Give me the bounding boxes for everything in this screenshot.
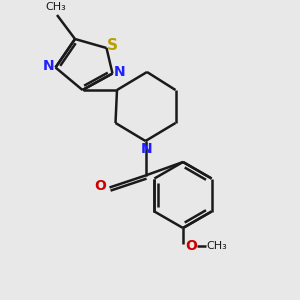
- Text: S: S: [106, 38, 117, 53]
- Text: N: N: [43, 59, 55, 73]
- Text: CH₃: CH₃: [206, 241, 227, 251]
- Text: CH₃: CH₃: [45, 2, 66, 12]
- Text: O: O: [185, 239, 197, 253]
- Text: N: N: [140, 142, 152, 156]
- Text: O: O: [94, 179, 106, 193]
- Text: N: N: [113, 65, 125, 79]
